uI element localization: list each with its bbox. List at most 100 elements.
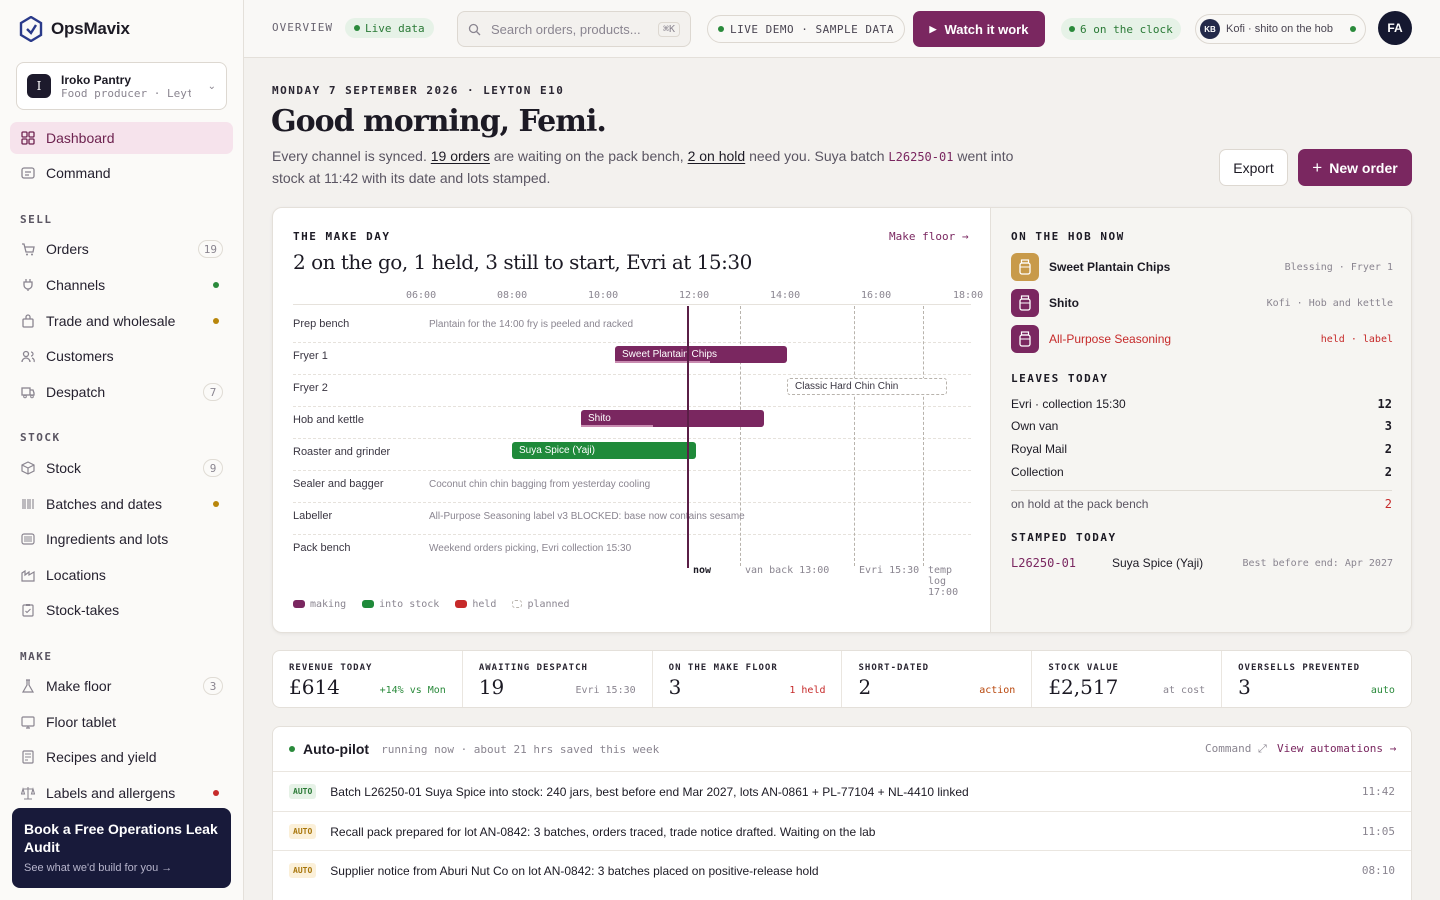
demo-dot-icon [718,26,724,32]
nav-dashboard[interactable]: Dashboard [10,122,233,154]
nav-stock[interactable]: Stock 9 [10,452,233,484]
legend-label: making [310,599,347,610]
hob-item[interactable]: All-Purpose Seasoning held · label [1011,325,1393,353]
nav-labels[interactable]: Labels and allergens [10,777,233,809]
clock-dot-icon [1069,26,1075,32]
nav-label: Despatch [46,384,106,400]
stat-awaiting-despatch[interactable]: AWAITING DESPATCH 19 Evri 15:30 [463,651,653,707]
stat-value: 3 [1238,675,1251,699]
nav-customers[interactable]: Customers [10,340,233,372]
time-tick: 16:00 [861,290,892,301]
gantt-bar-fryer2[interactable]: Classic Hard Chin Chin [787,378,947,395]
command-link[interactable]: Command ⤢ [1205,742,1267,755]
on-the-clock-badge[interactable]: 6 on the clock [1061,18,1181,40]
jar-icon [1011,325,1039,353]
section-make: MAKE [20,650,53,663]
jar-icon [1011,289,1039,317]
stat-stock-value[interactable]: STOCK VALUE £2,517 at cost [1032,651,1223,707]
hob-item[interactable]: Shito Kofi · Hob and kettle [1011,289,1393,317]
nav-recipes[interactable]: Recipes and yield [10,741,233,773]
summary-text: need you. Suya batch [745,148,889,164]
legend-label: held [472,599,497,610]
plug-icon [20,277,36,293]
status-dot [213,501,219,507]
nav-floortablet[interactable]: Floor tablet [10,706,233,738]
stat-revenue[interactable]: REVENUE TODAY £614 +14% vs Mon [273,651,463,707]
nav-stocktakes[interactable]: Stock-takes [10,594,233,626]
nav-orders[interactable]: Orders 19 [10,233,233,265]
export-button[interactable]: Export [1219,149,1288,186]
make-floor-link[interactable]: Make floor → [889,230,969,243]
nav-locations[interactable]: Locations [10,559,233,591]
nav-label: Batches and dates [46,496,162,512]
stamped-row[interactable]: L26250-01 Suya Spice (Yaji) Best before … [1011,556,1393,570]
autopilot-text: Batch L26250-01 Suya Spice into stock: 2… [330,784,969,799]
autopilot-row[interactable]: AUTO Recall pack prepared for lot AN-084… [273,811,1411,851]
audit-promo-card[interactable]: Book a Free Operations Leak Audit See wh… [12,808,231,888]
leaves-label: Own van [1011,419,1059,433]
orders-waiting-link[interactable]: 19 orders [430,148,490,164]
stamped-product: Suya Spice (Yaji) [1112,556,1204,570]
nav-label: Dashboard [46,130,115,146]
clock-label: 6 on the clock [1080,22,1173,36]
makefloor-count-badge: 3 [203,677,223,695]
row-label: Fryer 1 [293,350,328,362]
new-order-button[interactable]: + New order [1298,149,1412,186]
bar-progress [581,425,653,427]
stat-value: 2 [858,675,872,699]
legend-label: planned [527,599,570,610]
cart-icon [20,241,36,257]
nav-channels[interactable]: Channels [10,269,233,301]
gantt-bar-fryer1[interactable]: Sweet Plantain Chips [615,346,787,363]
stat-oversells[interactable]: OVERSELLS PREVENTED 3 auto [1222,651,1411,707]
make-day-timeline: 06:00 08:00 10:00 12:00 14:00 16:00 18:0… [293,290,983,598]
search-input[interactable]: Search orders, products... ⌘K [457,11,691,47]
workspace-switcher[interactable]: I Iroko Pantry Food producer · Leyton E1… [16,62,227,110]
stock-count-badge: 9 [203,459,223,477]
auto-tag: AUTO [289,824,317,839]
hob-item-name: Sweet Plantain Chips [1049,260,1171,274]
nav-trade[interactable]: Trade and wholesale [10,305,233,337]
leaves-value: 12 [1377,397,1392,411]
nav-ingredients[interactable]: Ingredients and lots [10,523,233,555]
evri-marker-line [854,306,855,566]
opsmavix-logo-icon [19,16,43,42]
orders-count-badge: 19 [197,240,223,258]
app-logo[interactable]: OpsMavix [19,16,130,42]
nav-command[interactable]: Command [10,157,233,189]
on-hold-row[interactable]: on hold at the pack bench 2 [1011,497,1392,511]
hob-item[interactable]: Sweet Plantain Chips Blessing · Fryer 1 [1011,253,1393,281]
jar-icon [1011,253,1039,281]
nav-label: Command [46,165,111,181]
greeting-summary: Every channel is synced. 19 orders are w… [272,146,1032,189]
nav-despatch[interactable]: Despatch 7 [10,376,233,408]
autopilot-title: Auto-pilot [303,741,370,757]
on-the-hob-pill[interactable]: KB Kofi · shito on the hob [1195,14,1366,44]
on-hold-link[interactable]: 2 on hold [687,148,746,164]
autopilot-row[interactable]: AUTO Batch L26250-01 Suya Spice into sto… [273,771,1411,811]
van-marker-label: van back 13:00 [745,565,830,576]
leaves-value: 2 [1384,465,1392,479]
gantt-bar-hob[interactable]: Shito [581,410,764,427]
app-name: OpsMavix [51,19,130,38]
stat-make-floor[interactable]: ON THE MAKE FLOOR 3 1 held [653,651,843,707]
stat-label: REVENUE TODAY [289,663,373,673]
status-dot [213,790,219,796]
nav-makefloor[interactable]: Make floor 3 [10,670,233,702]
watch-it-work-button[interactable]: ▶ Watch it work [913,11,1045,47]
nav-label: Stock [46,460,82,476]
row-label: Prep bench [293,318,350,330]
legend-item: held [455,599,496,610]
user-avatar[interactable]: FA [1378,11,1412,45]
gantt-bar-roaster[interactable]: Suya Spice (Yaji) [512,442,696,459]
legend-label: into stock [379,599,440,610]
stat-note: auto [1370,685,1395,696]
stat-short-dated[interactable]: SHORT-DATED 2 action [842,651,1033,707]
view-automations-link[interactable]: View automations → [1277,742,1397,755]
autopilot-row[interactable]: AUTO Supplier notice from Aburi Nut Co o… [273,850,1411,890]
search-icon [468,23,481,35]
stamped-batch: L26250-01 [1011,556,1077,570]
nav-batches[interactable]: Batches and dates [10,488,233,520]
time-tick: 08:00 [497,290,528,301]
stat-note: action [979,685,1016,696]
